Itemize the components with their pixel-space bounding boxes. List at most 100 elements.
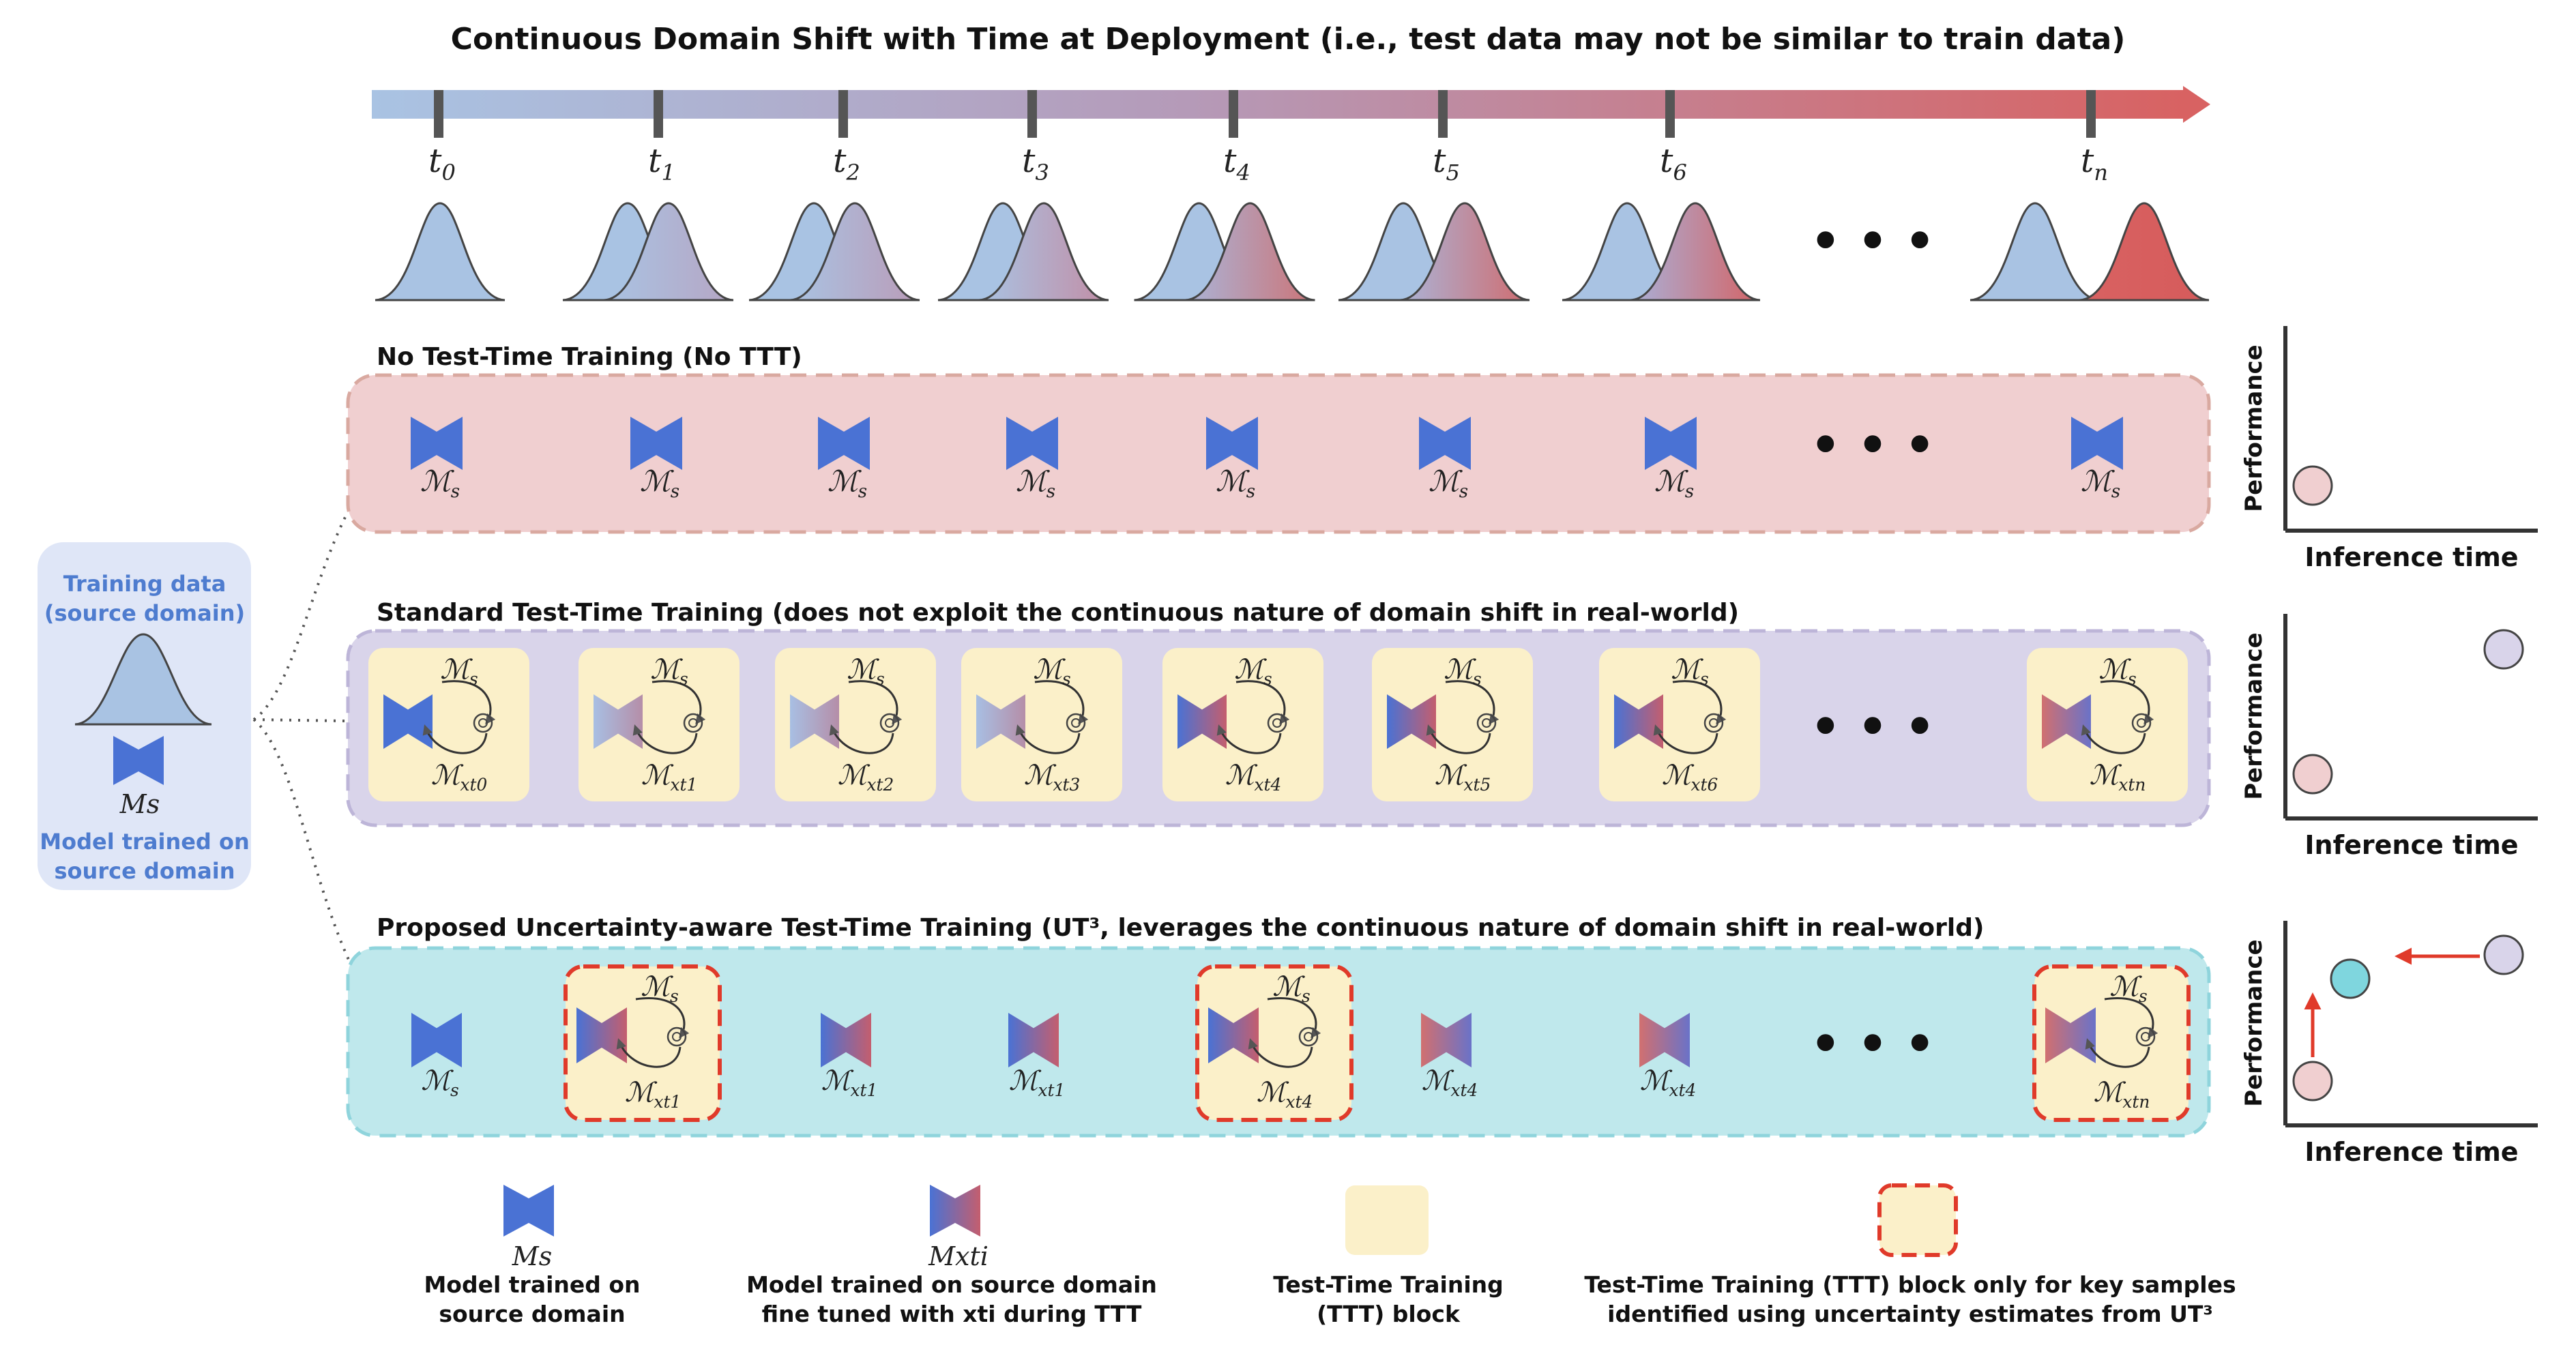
- plot-ylabel-2: Performance: [2240, 939, 2268, 1106]
- row3-item-0: ℳs: [411, 1013, 462, 1100]
- timeline-bar: [372, 90, 2186, 119]
- row2-top-label-4: ℳs: [1234, 654, 1272, 689]
- ttt-update-icon: [1066, 713, 1086, 733]
- plot-point-1-1: [2483, 629, 2524, 670]
- row1-model-label-7: ℳs: [2081, 464, 2120, 502]
- shifted-distribution-4: [1185, 202, 1315, 301]
- row2-model-icon-0: [383, 694, 433, 749]
- row1-ellipsis: • • •: [1811, 417, 1935, 473]
- row1-model-icon-2: [818, 417, 870, 470]
- row1-model-label-2: ℳs: [828, 464, 867, 502]
- row3-model-icon-2: [821, 1013, 871, 1067]
- row2-bottom-label-0: ℳxt0: [431, 760, 488, 795]
- plot-ylabel-1: Performance: [2240, 632, 2268, 799]
- shifted-distribution-3: [978, 202, 1109, 301]
- row3-item-2: ℳxt1: [821, 1013, 877, 1100]
- tick-t5: [1438, 90, 1448, 138]
- row3-item-7: ℳs ℳxtn: [2032, 964, 2191, 1122]
- ttt-update-icon: [1298, 1026, 1319, 1047]
- plot-xlabel-0: Inference time: [2304, 542, 2518, 572]
- row3-top-label-1: ℳs: [641, 971, 679, 1006]
- row2-bottom-label-3: ℳxt3: [1024, 760, 1081, 795]
- row3-model-icon-7: [2045, 1007, 2096, 1063]
- tick-label-t2: t2: [833, 142, 860, 186]
- row2-model-icon-6: [1614, 694, 1663, 749]
- row2-top-label-2: ℳs: [847, 654, 885, 689]
- ttt-update-icon: [879, 713, 900, 733]
- legend-finetuned-symbol: Mxti: [928, 1241, 989, 1271]
- tick-label-t4: t4: [1223, 142, 1250, 186]
- row2-bottom-label-1: ℳxt1: [641, 760, 698, 795]
- plot-xlabel-2: Inference time: [2304, 1137, 2518, 1167]
- row3-key-ttt-block-7: [2032, 964, 2191, 1122]
- row3-bottom-label-1: ℳxt1: [625, 1077, 682, 1112]
- row1-title: No Test-Time Training (No TTT): [377, 343, 802, 371]
- row3-arrow-bottom-4: [1248, 1038, 1313, 1068]
- source-model-line2: source domain: [55, 858, 235, 884]
- row2-arrow-bottom-0: [422, 724, 488, 754]
- performance-plot-2: Performance Inference time: [2240, 921, 2538, 1167]
- row3-model-icon-4: [1208, 1007, 1259, 1063]
- timeline-ellipsis: • • •: [1811, 213, 1935, 269]
- row2-top-label-6: ℳs: [1671, 654, 1709, 689]
- row1-model-label-0: ℳs: [420, 464, 460, 502]
- shifted-distribution-5: [1399, 202, 1530, 301]
- performance-plots: Performance Inference time Performance Infe…: [2240, 326, 2538, 1167]
- ttt-update-icon: [2131, 713, 2152, 733]
- shifted-distribution-1: [603, 202, 734, 301]
- legend-ttt-block: [1345, 1185, 1429, 1255]
- shifted-distribution-7: [2079, 202, 2210, 301]
- row3-arrow-top-1: [635, 997, 690, 1039]
- ttt-update-icon: [1476, 713, 1497, 733]
- tick-label-t3: t3: [1022, 142, 1049, 186]
- row3-top-label-4: ℳs: [1272, 971, 1311, 1006]
- row2-ttt-bg-1: [579, 648, 740, 801]
- source-distribution-7: [1970, 202, 2101, 301]
- figure-title: Continuous Domain Shift with Time at Dep…: [451, 22, 2126, 57]
- row2-arrow-bottom-7: [2081, 724, 2146, 754]
- row2-arrow-bottom-3: [1015, 724, 1081, 754]
- source-model-symbol: Ms: [119, 789, 160, 819]
- row2-top-label-3: ℳs: [1033, 654, 1071, 689]
- row3-item-1: ℳs ℳxt1: [564, 964, 722, 1122]
- tick-t1: [654, 90, 663, 138]
- row2-bottom-label-7: ℳxtn: [2090, 760, 2146, 795]
- row1-model-label-1: ℳs: [640, 464, 679, 502]
- ttt-update-icon: [667, 1026, 687, 1047]
- plot-point-2-0: [2292, 1061, 2333, 1102]
- plot-point-0-0: [2292, 465, 2333, 506]
- row3-model-icon-3: [1008, 1013, 1059, 1067]
- tick-t3: [1027, 90, 1037, 138]
- tick-label-t6: t6: [1660, 142, 1687, 186]
- row3-model-label-3: ℳxt1: [1009, 1065, 1066, 1100]
- timeline-arrowhead: [2183, 86, 2210, 123]
- row2-ttt-block-4: ℳs ℳxt4: [1162, 648, 1323, 801]
- legend-source-symbol: Ms: [512, 1241, 552, 1271]
- row2-arrow-bottom-5: [1426, 724, 1491, 754]
- row1-model-label-6: ℳs: [1654, 464, 1694, 502]
- row2-top-label-1: ℳs: [650, 654, 688, 689]
- row1-model-icon-4: [1206, 417, 1258, 470]
- shifted-distribution-2: [789, 202, 920, 301]
- row2-model-icon-4: [1177, 694, 1227, 749]
- row2-model-icon-3: [976, 694, 1025, 749]
- ttt-update-icon: [1267, 713, 1287, 733]
- tick-label-t5: t5: [1433, 142, 1460, 186]
- performance-plot-1: Performance Inference time: [2240, 614, 2538, 860]
- row3-model-icon-5: [1421, 1013, 1472, 1067]
- row2-top-label-5: ℳs: [1444, 654, 1482, 689]
- row3-key-ttt-block-1: [564, 964, 722, 1122]
- tick-t4: [1229, 90, 1238, 138]
- row2-ttt-bg-6: [1599, 648, 1760, 801]
- tick-t6: [1665, 90, 1675, 138]
- row3-arrow-top-4: [1267, 997, 1321, 1039]
- row2-model-icon-5: [1387, 694, 1436, 749]
- row2-ttt-block-3: ℳs ℳxt3: [961, 648, 1122, 801]
- row2-ttt-bg-7: [2027, 648, 2188, 801]
- row2-model-icon-7: [2042, 694, 2091, 749]
- legend-item3-line1: Test-Time Training: [1273, 1271, 1504, 1298]
- distributions: [375, 202, 2210, 301]
- row3-bottom-label-7: ℳxtn: [2094, 1077, 2150, 1112]
- ttt-update-icon: [473, 713, 493, 733]
